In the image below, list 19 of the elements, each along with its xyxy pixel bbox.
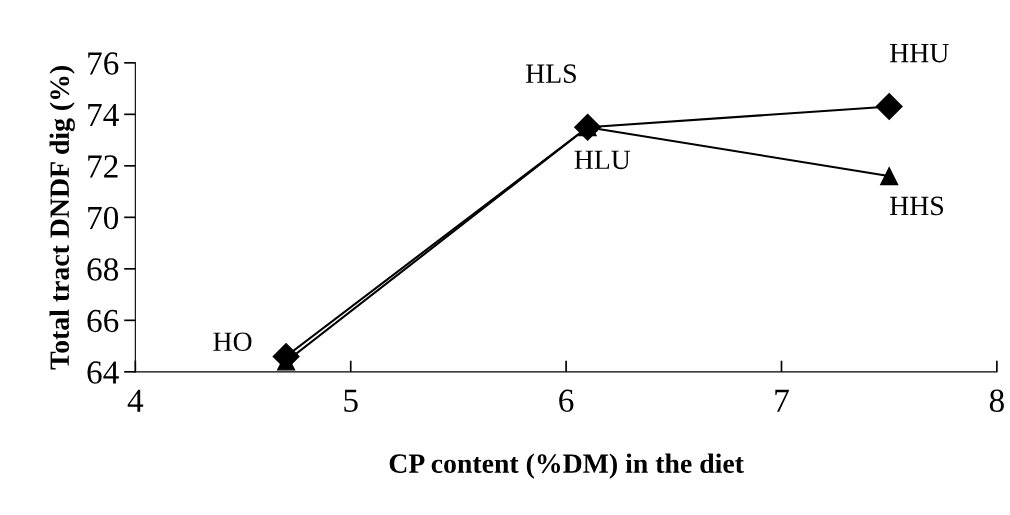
y-tick-label: 68 xyxy=(87,258,119,281)
annotation: HO xyxy=(213,332,252,352)
annotation: HHU xyxy=(889,43,949,63)
x-tick-label: 6 xyxy=(559,389,574,412)
y-tick-label: 72 xyxy=(88,155,118,178)
x-axis-title: CP content (%DM) in the diet xyxy=(389,453,744,479)
x-tick-label: 7 xyxy=(775,389,789,412)
y-axis-title: Total tract DNDF dig (%) xyxy=(49,66,75,370)
x-tick-label: 5 xyxy=(344,389,358,412)
x-tick-label: 8 xyxy=(989,389,1004,412)
y-tick-label: 64 xyxy=(87,361,119,384)
annotation: HHS xyxy=(889,196,944,216)
annotation: HLS xyxy=(525,64,576,84)
y-tick-label: 74 xyxy=(88,103,119,126)
y-tick-label: 70 xyxy=(88,206,119,230)
x-tick-label: 4 xyxy=(127,389,144,412)
y-tick-label: 66 xyxy=(87,309,119,333)
y-tick-label: 76 xyxy=(88,52,119,75)
annotation: HLU xyxy=(574,150,631,170)
